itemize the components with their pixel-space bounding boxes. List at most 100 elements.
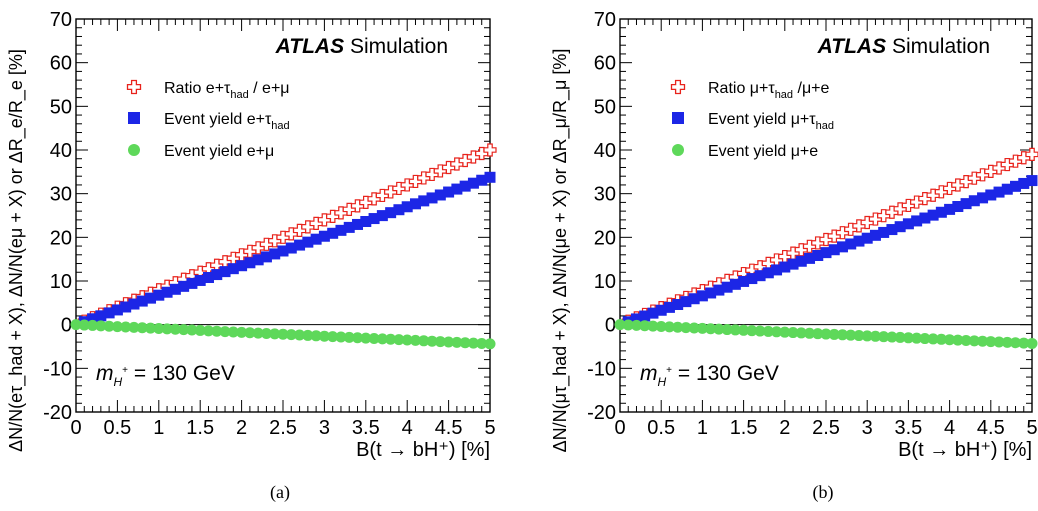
x-tick-label: 0.5 bbox=[647, 417, 675, 439]
series-circle bbox=[70, 319, 496, 350]
x-tick-label: 4.5 bbox=[977, 417, 1005, 439]
data-point-circle bbox=[927, 333, 939, 345]
data-point-square bbox=[451, 183, 463, 195]
data-point-square bbox=[804, 252, 816, 264]
legend-label: Event yield e+τhad bbox=[164, 111, 290, 132]
legend-label: Event yield e+μ bbox=[164, 143, 274, 160]
data-point-square bbox=[484, 171, 496, 183]
data-point-circle bbox=[886, 331, 898, 343]
legend-marker-circle bbox=[672, 144, 684, 156]
data-point-square bbox=[285, 242, 297, 254]
y-tick-label: 60 bbox=[594, 53, 616, 75]
x-tick-label: 2 bbox=[236, 417, 247, 439]
x-tick-label: 1 bbox=[697, 417, 708, 439]
data-point-circle bbox=[853, 330, 865, 342]
mass-label: mH+ = 130 GeV bbox=[640, 362, 779, 389]
data-point-circle bbox=[655, 321, 667, 333]
legend-label-sub: had bbox=[816, 120, 834, 132]
data-point-circle bbox=[680, 322, 692, 334]
data-point-circle bbox=[459, 337, 471, 349]
panel-caption: (a) bbox=[270, 482, 290, 503]
y-tick-label: 50 bbox=[594, 96, 616, 118]
data-point-circle bbox=[779, 326, 791, 338]
y-tick-label: -10 bbox=[43, 358, 72, 380]
y-tick-label: 30 bbox=[594, 184, 616, 206]
data-point-circle bbox=[111, 321, 123, 333]
y-tick-label: -20 bbox=[43, 402, 72, 424]
data-point-square bbox=[771, 264, 783, 276]
data-point-circle bbox=[393, 334, 405, 346]
mass-symbol: m bbox=[640, 362, 658, 385]
x-tick-label: 3 bbox=[862, 417, 873, 439]
data-point-square bbox=[443, 186, 455, 198]
data-point-circle bbox=[1026, 337, 1038, 349]
series-open-cross bbox=[621, 147, 1038, 328]
data-point-circle bbox=[754, 325, 766, 337]
legend-marker-open-cross bbox=[126, 79, 142, 95]
data-point-circle bbox=[87, 319, 99, 331]
x-tick-label: 3.5 bbox=[894, 417, 922, 439]
x-tick-label: 4 bbox=[944, 417, 955, 439]
data-point-square bbox=[894, 221, 906, 233]
legend-label-tail: / e+μ bbox=[249, 80, 290, 97]
data-point-square bbox=[672, 298, 684, 310]
data-point-circle bbox=[705, 323, 717, 335]
data-point-square bbox=[935, 206, 947, 218]
data-point-square bbox=[762, 267, 774, 279]
data-point-square bbox=[103, 307, 115, 319]
data-point-square bbox=[476, 174, 488, 186]
data-point-circle bbox=[426, 335, 438, 347]
data-point-circle bbox=[145, 322, 157, 334]
legend-label: Ratio e+τhad / e+μ bbox=[164, 80, 290, 101]
y-tick-label: 20 bbox=[594, 227, 616, 249]
data-point-circle bbox=[169, 323, 181, 335]
data-point-square bbox=[236, 260, 248, 272]
data-point-circle bbox=[103, 320, 115, 332]
data-point-square bbox=[1018, 177, 1030, 189]
data-point-circle bbox=[418, 335, 430, 347]
data-point-circle bbox=[260, 328, 272, 340]
data-point-square bbox=[878, 226, 890, 238]
data-point-circle bbox=[327, 331, 339, 343]
x-tick-label: 1.5 bbox=[186, 417, 214, 439]
data-point-square bbox=[729, 278, 741, 290]
y-axis-label: ΔN/N(eτ_had + X), ΔN/N(eμ + X) or ΔR_e/R… bbox=[6, 49, 27, 452]
y-tick-label: 50 bbox=[50, 96, 72, 118]
data-point-circle bbox=[244, 327, 256, 339]
data-point-square bbox=[663, 301, 675, 313]
data-point-circle bbox=[919, 333, 931, 345]
data-point-square bbox=[335, 224, 347, 236]
legend-label-main: Event yield e+τ bbox=[164, 111, 272, 128]
y-tick-label: 10 bbox=[50, 271, 72, 293]
data-point-circle bbox=[639, 320, 651, 332]
x-tick-label: 1.5 bbox=[730, 417, 758, 439]
data-point-square bbox=[952, 201, 964, 213]
data-point-circle bbox=[713, 323, 725, 335]
data-point-square bbox=[352, 218, 364, 230]
data-point-circle bbox=[202, 325, 214, 337]
y-tick-label: 70 bbox=[594, 9, 616, 31]
data-point-square bbox=[985, 189, 997, 201]
data-point-square bbox=[680, 296, 692, 308]
data-point-circle bbox=[828, 328, 840, 340]
legend-label-main: Event yield μ+τ bbox=[708, 111, 816, 128]
data-point-circle bbox=[894, 331, 906, 343]
data-point-circle bbox=[721, 324, 733, 336]
data-point-square bbox=[688, 293, 700, 305]
data-point-square bbox=[302, 236, 314, 248]
data-point-circle bbox=[310, 330, 322, 342]
data-point-square bbox=[886, 224, 898, 236]
legend-marker-open-cross bbox=[670, 79, 686, 95]
data-point-circle bbox=[335, 331, 347, 343]
data-point-circle bbox=[1018, 337, 1030, 349]
data-point-circle bbox=[663, 321, 675, 333]
data-point-circle bbox=[153, 323, 165, 335]
data-point-square bbox=[277, 245, 289, 257]
data-point-circle bbox=[1001, 336, 1013, 348]
data-point-circle bbox=[360, 332, 372, 344]
y-tick-label: 0 bbox=[61, 315, 72, 337]
mass-value: = 130 GeV bbox=[672, 362, 779, 385]
data-point-square bbox=[219, 266, 231, 278]
legend-label: Event yield μ+τhad bbox=[708, 111, 834, 132]
